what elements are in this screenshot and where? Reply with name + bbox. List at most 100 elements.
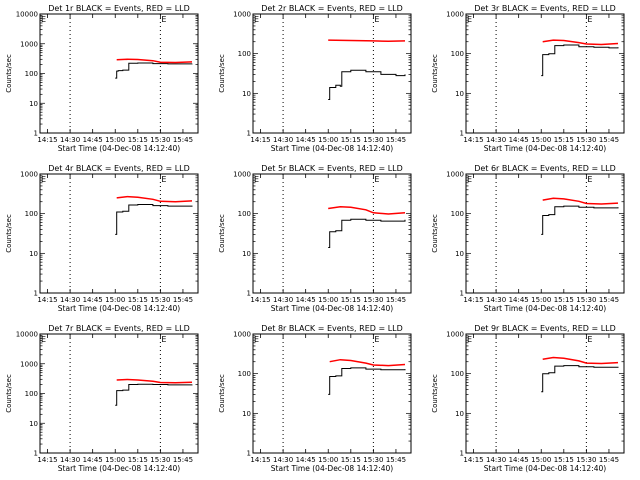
chart-title: Det 2r BLACK = Events, RED = LLD	[261, 4, 403, 13]
plot-frame	[252, 173, 412, 294]
y-tick-label: 10	[29, 100, 38, 108]
x-tick-label: 15:00	[318, 456, 338, 464]
y-axis-label: Counts/sec	[431, 374, 439, 413]
x-tick-label: 14:45	[509, 296, 529, 304]
plot-frame	[465, 333, 625, 454]
y-tick-label: 1000	[446, 331, 464, 339]
x-tick-label: 14:15	[37, 456, 57, 464]
x-tick-label: 15:00	[318, 296, 338, 304]
y-tick-label: 10000	[16, 11, 38, 19]
y-tick-label: 1	[247, 290, 251, 298]
series-lld-line	[542, 356, 619, 365]
plot-frame	[465, 173, 625, 294]
x-tick-label: 15:15	[128, 456, 148, 464]
y-tick-label: 1000	[233, 331, 251, 339]
y-tick-label: 1	[34, 290, 38, 298]
y-tick-label: 1000	[233, 11, 251, 19]
x-axis-label: Start Time (04-Dec-08 14:12:40)	[58, 144, 180, 153]
x-tick-label: 15:30	[363, 456, 383, 464]
y-tick-label: 10	[29, 250, 38, 258]
x-tick-label: 14:45	[509, 136, 529, 144]
x-tick-label: 14:45	[296, 456, 316, 464]
series-events-line	[115, 204, 193, 235]
y-tick-label: 100	[25, 70, 38, 78]
y-axis-label: Counts/sec	[218, 374, 226, 413]
chart-panel-1: Det 1r BLACK = Events, RED = LLD 14:15 14:…	[5, 4, 199, 153]
x-tick-label: 15:45	[173, 296, 193, 304]
y-tick-label: 1	[460, 450, 464, 458]
x-tick-label: 15:30	[150, 456, 170, 464]
series-events-line	[541, 205, 619, 235]
x-tick-label: 15:30	[150, 296, 170, 304]
x-tick-label: 15:00	[531, 296, 551, 304]
x-tick-label: 15:30	[576, 136, 596, 144]
series-events-line	[328, 218, 406, 248]
chart-title: Det 9r BLACK = Events, RED = LLD	[474, 324, 616, 333]
x-tick-label: 14:30	[273, 456, 293, 464]
event-marker-label: E	[254, 15, 259, 24]
plot-frame	[39, 173, 199, 294]
event-marker-label: E	[374, 335, 379, 344]
x-tick-label: 14:45	[296, 136, 316, 144]
x-axis-label: Start Time (04-Dec-08 14:12:40)	[484, 304, 606, 313]
y-tick-label: 10000	[16, 331, 38, 339]
y-tick-label: 1	[247, 450, 251, 458]
x-tick-label: 14:45	[83, 136, 103, 144]
chart-title: Det 6r BLACK = Events, RED = LLD	[474, 164, 616, 173]
x-tick-label: 14:30	[60, 456, 80, 464]
series-lld-line	[116, 195, 193, 203]
event-marker-label: E	[161, 175, 166, 184]
y-tick-label: 100	[451, 210, 464, 218]
x-tick-label: 15:00	[105, 456, 125, 464]
x-tick-label: 14:15	[37, 136, 57, 144]
x-tick-label: 14:45	[83, 456, 103, 464]
series-lld-line	[328, 39, 406, 43]
y-axis-label: Counts/sec	[5, 54, 13, 93]
y-axis-label: Counts/sec	[218, 214, 226, 253]
y-tick-label: 1000	[20, 40, 38, 48]
y-axis-label: Counts/sec	[431, 54, 439, 93]
y-tick-label: 10	[455, 410, 464, 418]
x-axis-label: Start Time (04-Dec-08 14:12:40)	[271, 304, 393, 313]
y-tick-label: 10	[29, 420, 38, 428]
y-tick-label: 1	[34, 450, 38, 458]
y-tick-label: 10	[242, 410, 251, 418]
event-marker-label: E	[374, 175, 379, 184]
plot-frame	[465, 13, 625, 134]
y-axis-label: Counts/sec	[218, 54, 226, 93]
x-tick-label: 14:15	[463, 456, 483, 464]
y-tick-label: 1000	[233, 171, 251, 179]
x-tick-label: 15:15	[554, 296, 574, 304]
y-tick-label: 10	[242, 250, 251, 258]
chart-panel-2: Det 2r BLACK = Events, RED = LLD 14:15 14:…	[218, 4, 412, 153]
series-events-line	[115, 383, 193, 406]
y-tick-label: 10	[455, 90, 464, 98]
event-marker-label: E	[587, 335, 592, 344]
x-tick-label: 15:30	[363, 296, 383, 304]
event-marker-label: E	[374, 15, 379, 24]
x-tick-label: 15:30	[150, 136, 170, 144]
chart-title: Det 1r BLACK = Events, RED = LLD	[48, 4, 190, 13]
x-tick-label: 15:15	[554, 456, 574, 464]
chart-title: Det 4r BLACK = Events, RED = LLD	[48, 164, 190, 173]
x-tick-label: 14:15	[250, 136, 270, 144]
plot-frame	[252, 333, 412, 454]
x-tick-label: 15:15	[341, 136, 361, 144]
y-tick-label: 1	[34, 130, 38, 138]
event-marker-label: E	[467, 15, 472, 24]
event-marker-label: E	[41, 335, 46, 344]
y-axis-label: Counts/sec	[5, 214, 13, 253]
y-tick-label: 100	[238, 210, 251, 218]
x-tick-label: 14:30	[486, 296, 506, 304]
y-tick-label: 10	[242, 90, 251, 98]
x-tick-label: 15:30	[576, 456, 596, 464]
plot-frame	[39, 13, 199, 134]
x-tick-label: 14:15	[37, 296, 57, 304]
x-tick-label: 15:00	[105, 296, 125, 304]
event-marker-label: E	[467, 175, 472, 184]
y-axis-label: Counts/sec	[5, 374, 13, 413]
